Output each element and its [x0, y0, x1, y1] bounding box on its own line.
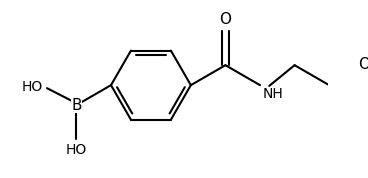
- Text: HO: HO: [66, 143, 87, 157]
- Text: NH: NH: [263, 87, 284, 101]
- Text: HO: HO: [22, 80, 43, 94]
- Text: O: O: [358, 57, 368, 72]
- Text: O: O: [219, 12, 231, 27]
- Text: B: B: [71, 98, 82, 113]
